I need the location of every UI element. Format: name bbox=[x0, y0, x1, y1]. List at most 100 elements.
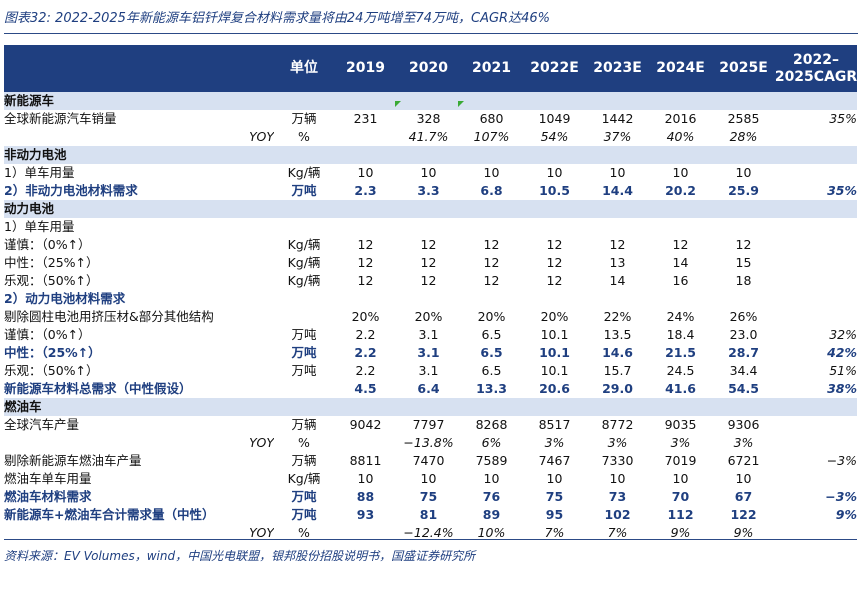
cell-value: 3.3 bbox=[417, 183, 440, 198]
cell-cagr bbox=[775, 434, 857, 452]
row-label: 剔除圆柱电池用挤压材&部分其他结构 bbox=[4, 309, 214, 324]
cell-value: 28.7 bbox=[728, 345, 759, 360]
cell-value: 112 bbox=[667, 507, 694, 522]
cell-value: 24.5 bbox=[666, 363, 695, 378]
cell-value: 2.3 bbox=[354, 183, 377, 198]
cell-value bbox=[334, 398, 397, 416]
header-year: 2023E bbox=[593, 60, 642, 76]
row-label: 乐观：（50%↑） bbox=[4, 273, 99, 288]
cell-cagr: −3% bbox=[825, 489, 857, 504]
table-row: 中性：（25%↑） Kg/辆 12 12 12 12 13 14 15 bbox=[4, 254, 857, 272]
cell-value: 16 bbox=[672, 273, 689, 288]
cell-value: 7470 bbox=[412, 453, 445, 468]
row-unit bbox=[274, 290, 334, 308]
row-unit: 万吨 bbox=[291, 363, 317, 378]
row-unit: 万辆 bbox=[291, 417, 317, 432]
cell-value bbox=[586, 218, 649, 236]
cell-value: 10 bbox=[672, 165, 689, 180]
row-unit: 万吨 bbox=[291, 345, 317, 360]
header-year: 2020 bbox=[409, 60, 448, 76]
cell-value: 7589 bbox=[475, 453, 508, 468]
cell-value: 680 bbox=[479, 111, 504, 126]
row-unit: Kg/辆 bbox=[287, 273, 321, 288]
row-label: 剔除新能源车燃油车产量 bbox=[4, 453, 142, 468]
cell-value bbox=[397, 146, 460, 164]
cell-value bbox=[586, 398, 649, 416]
row-label: 燃油车 bbox=[4, 398, 274, 416]
row-label: 中性：（25%↑） bbox=[4, 345, 101, 360]
cell-cagr bbox=[775, 218, 857, 236]
row-unit: 万辆 bbox=[291, 111, 317, 126]
table-row: 燃油车单车用量 Kg/辆 10 10 10 10 10 10 10 bbox=[4, 470, 857, 488]
row-label: 谨慎：（0%↑） bbox=[4, 327, 91, 342]
cell-value: 231 bbox=[353, 111, 378, 126]
cell-cagr: 9% bbox=[835, 507, 857, 522]
cell-value: 10.1 bbox=[539, 345, 570, 360]
cell-value: 3% bbox=[607, 435, 628, 450]
cell-value bbox=[649, 290, 712, 308]
cell-value: 10% bbox=[477, 525, 506, 540]
cell-value bbox=[523, 398, 586, 416]
table-row: 剔除新能源车燃油车产量 万辆 8811 7470 7589 7467 7330 7019 672… bbox=[4, 452, 857, 470]
cell-value: 1442 bbox=[601, 111, 634, 126]
cell-value bbox=[397, 200, 460, 218]
cell-value bbox=[523, 290, 586, 308]
cell-value: 107% bbox=[473, 129, 510, 144]
cell-value: 3.1 bbox=[418, 327, 439, 342]
row-label: 乐观：（50%↑） bbox=[4, 363, 99, 378]
table-row: 剔除圆柱电池用挤压材&部分其他结构 20% 20% 20% 20% 22% 24% 26% bbox=[4, 308, 857, 326]
cell-value: 22% bbox=[603, 309, 632, 324]
cell-value: 9042 bbox=[349, 417, 382, 432]
cell-value: 12 bbox=[357, 273, 374, 288]
table-row: 1）单车用量 bbox=[4, 218, 857, 236]
row-unit: 万吨 bbox=[291, 183, 317, 198]
cell-value: 9% bbox=[670, 525, 691, 540]
top-rule bbox=[4, 33, 858, 34]
row-unit: % bbox=[298, 525, 310, 540]
cell-value bbox=[712, 92, 775, 110]
cell-cagr: 38% bbox=[827, 381, 857, 396]
row-unit bbox=[274, 218, 334, 236]
data-table: 新能源车 全球新能源汽车销量 万辆 231 328 680 1049 1442 2016 2585… bbox=[4, 92, 857, 542]
cell-value bbox=[712, 218, 775, 236]
cell-value: 9035 bbox=[664, 417, 697, 432]
cell-value bbox=[586, 146, 649, 164]
cell-value: 2.2 bbox=[355, 327, 376, 342]
cell-value: 10 bbox=[420, 165, 437, 180]
row-unit: 万辆 bbox=[291, 453, 317, 468]
row-label: YOY bbox=[249, 129, 274, 144]
cell-value: 40% bbox=[666, 129, 695, 144]
cell-value: 10 bbox=[546, 471, 563, 486]
cell-value: 6.4 bbox=[417, 381, 440, 396]
cell-value bbox=[649, 218, 712, 236]
row-label: 燃油车材料需求 bbox=[4, 489, 92, 504]
cell-value bbox=[334, 218, 397, 236]
cell-value: 7% bbox=[544, 525, 565, 540]
cell-value bbox=[649, 398, 712, 416]
cell-value: 54% bbox=[540, 129, 569, 144]
row-unit: 万吨 bbox=[291, 507, 317, 522]
cell-value: 13 bbox=[609, 255, 626, 270]
cell-value: 328 bbox=[416, 111, 441, 126]
row-unit bbox=[274, 380, 334, 398]
cell-value: 3.1 bbox=[417, 345, 440, 360]
row-label: 新能源车+燃油车合计需求量（中性） bbox=[4, 507, 215, 522]
cell-value: 10 bbox=[546, 165, 563, 180]
cell-value: 75 bbox=[419, 489, 438, 504]
row-label: YOY bbox=[249, 435, 274, 450]
cell-value bbox=[334, 92, 397, 110]
cell-value: 67 bbox=[734, 489, 753, 504]
cell-value: 12 bbox=[483, 237, 500, 252]
cell-value bbox=[523, 200, 586, 218]
table-row: 谨慎：（0%↑） Kg/辆 12 12 12 12 12 12 12 bbox=[4, 236, 857, 254]
cell-value: 15 bbox=[735, 255, 752, 270]
row-label: 全球新能源汽车销量 bbox=[4, 111, 117, 126]
table-row: 2）非动力电池材料需求 万吨 2.3 3.3 6.8 10.5 14.4 20.2 25.9 35… bbox=[4, 182, 857, 200]
cell-cagr bbox=[775, 272, 857, 290]
row-unit: 万吨 bbox=[291, 489, 317, 504]
cell-cagr: 35% bbox=[829, 111, 857, 126]
cell-value: 8517 bbox=[538, 417, 571, 432]
table-row: 全球新能源汽车销量 万辆 231 328 680 1049 1442 2016 2585 35% bbox=[4, 110, 857, 128]
cell-value: 89 bbox=[482, 507, 501, 522]
cell-value: 73 bbox=[608, 489, 627, 504]
